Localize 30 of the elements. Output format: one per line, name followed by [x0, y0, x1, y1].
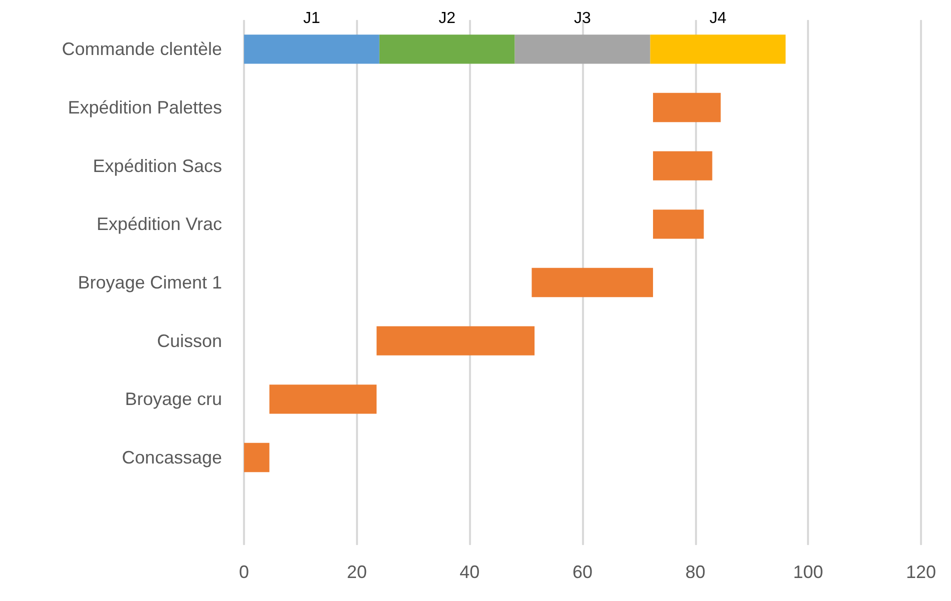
x-tick-label: 60 — [572, 562, 593, 582]
bar — [244, 442, 270, 472]
y-tick-label: Broyage Ciment 1 — [78, 272, 222, 292]
bar — [376, 326, 535, 356]
y-tick-label: Commande clentèle — [62, 39, 222, 60]
bar — [653, 92, 721, 122]
y-tick-label: Broyage cru — [124, 389, 222, 410]
bar — [269, 384, 377, 414]
x-tick-label: 40 — [460, 562, 480, 582]
series-label: J1 — [303, 10, 320, 28]
y-tick-label: Cuisson — [156, 330, 222, 351]
bar — [653, 210, 704, 239]
bar — [532, 268, 654, 298]
series-label: J4 — [709, 10, 726, 28]
bar — [514, 34, 650, 64]
bar — [650, 34, 786, 64]
x-tick-label: 20 — [346, 562, 367, 582]
x-tick-label: 80 — [685, 562, 706, 582]
x-tick-label: 0 — [238, 562, 250, 582]
y-tick-label: Concassage — [122, 448, 222, 468]
series-label: J2 — [438, 10, 456, 28]
bar — [244, 34, 380, 64]
series-label: J3 — [574, 10, 592, 28]
bar — [653, 151, 712, 180]
x-tick-label: 100 — [793, 562, 824, 582]
x-tick-label: 120 — [906, 562, 936, 582]
y-tick-label: Expédition Vrac — [96, 214, 222, 234]
y-tick-label: Expédition Palettes — [68, 98, 222, 118]
bar — [379, 34, 515, 64]
y-tick-label: Expédition Sacs — [92, 156, 222, 176]
